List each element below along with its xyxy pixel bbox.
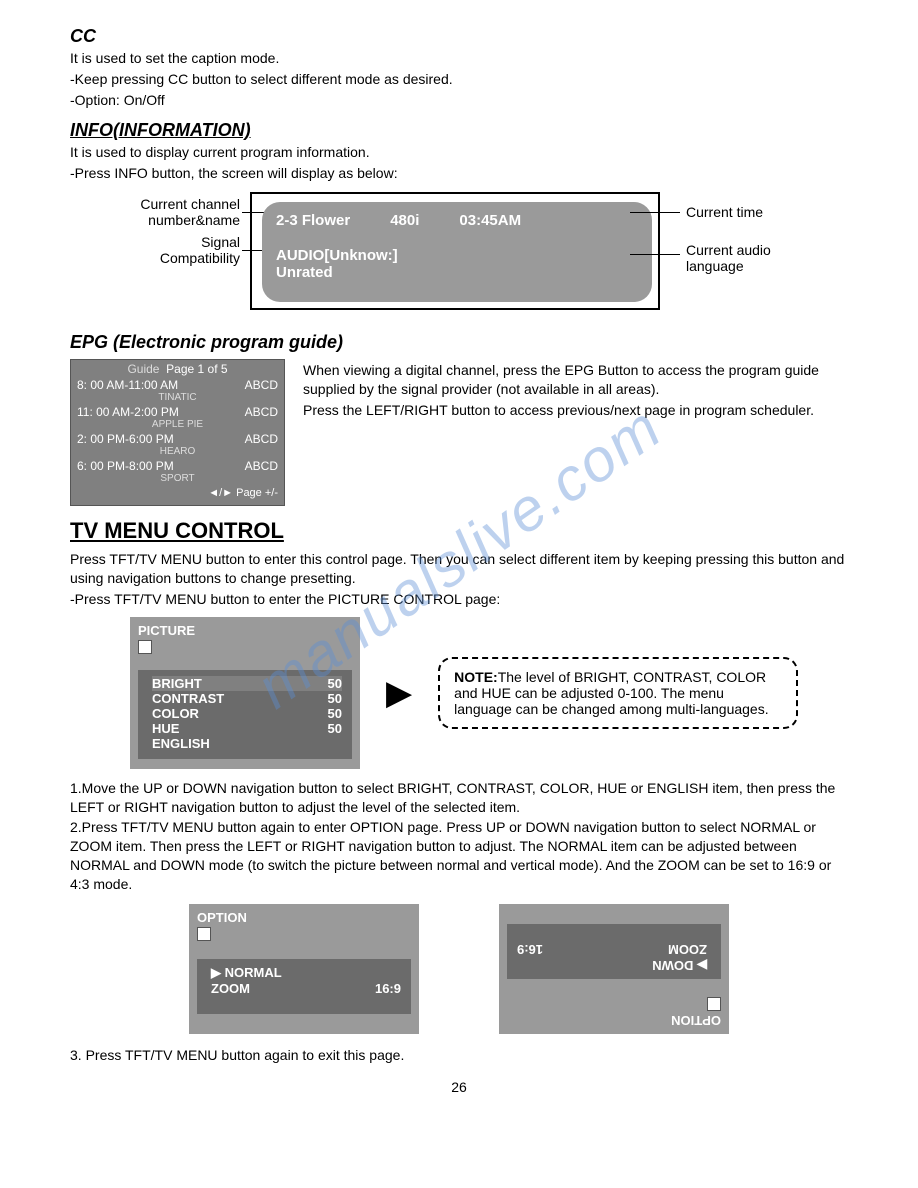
guide-row: 11: 00 AM-2:00 PMABCD	[77, 405, 278, 419]
cc-section: CC It is used to set the caption mode. -…	[70, 26, 848, 110]
tvmenu-step: 2.Press TFT/TV MENU button again to ente…	[70, 818, 848, 894]
callout-audio: Current audio language	[686, 242, 771, 274]
panel-rating: Unrated	[276, 264, 638, 281]
tvmenu-step: 3. Press TFT/TV MENU button again to exi…	[70, 1046, 848, 1065]
option-item: ZOOM16:9	[517, 942, 707, 957]
menu-item: CONTRAST50	[152, 691, 342, 706]
epg-section: EPG (Electronic program guide) Guide Pag…	[70, 332, 848, 506]
panel-channel: 2-3 Flower	[276, 212, 350, 229]
callout-signal: Signal Compatibility	[100, 234, 240, 266]
guide-subtitle: TINATIC	[77, 392, 278, 403]
info-diagram: Current channel number&name Signal Compa…	[70, 192, 848, 322]
guide-subtitle: SPORT	[77, 473, 278, 484]
picture-row: PICTURE BRIGHT50CONTRAST50COLOR50HUE50EN…	[130, 617, 848, 769]
guide-row: 6: 00 PM-8:00 PMABCD	[77, 459, 278, 473]
leader-line	[630, 254, 680, 255]
cc-heading: CC	[70, 26, 848, 47]
info-text: -Press INFO button, the screen will disp…	[70, 164, 848, 183]
guide-footer: ◄/► Page +/-	[77, 487, 278, 499]
info-heading: INFO(INFORMATION)	[70, 120, 848, 141]
option-item: ▶ DOWN	[517, 957, 707, 973]
cc-text: -Keep pressing CC button to select diffe…	[70, 70, 848, 89]
info-panel: 2-3 Flower 480i 03:45AM AUDIO[Unknow:] U…	[262, 202, 652, 302]
guide-rows: 8: 00 AM-11:00 AMABCDTINATIC 11: 00 AM-2:…	[77, 378, 278, 484]
epg-desc: When viewing a digital channel, press th…	[303, 359, 848, 506]
menu-item: HUE50	[152, 721, 342, 736]
option-item: ZOOM16:9	[211, 981, 401, 996]
picture-menu: PICTURE BRIGHT50CONTRAST50COLOR50HUE50EN…	[130, 617, 360, 769]
menu-item: ENGLISH	[152, 736, 342, 751]
leader-line	[630, 212, 680, 213]
tvmenu-text: Press TFT/TV MENU button to enter this c…	[70, 550, 848, 588]
menu-icon	[197, 927, 211, 941]
callout-channel: Current channel number&name	[100, 196, 240, 228]
menu-item: COLOR50	[152, 706, 342, 721]
option-item: ▶ NORMAL	[211, 965, 401, 981]
callout-time: Current time	[686, 204, 763, 220]
info-section: INFO(INFORMATION) It is used to display …	[70, 120, 848, 323]
note-box: NOTE:The level of BRIGHT, CONTRAST, COLO…	[438, 657, 798, 729]
tvmenu-heading: TV MENU CONTROL	[70, 518, 848, 544]
cc-text: It is used to set the caption mode.	[70, 49, 848, 68]
epg-guide-panel: Guide Page 1 of 5 8: 00 AM-11:00 AMABCDT…	[70, 359, 285, 506]
page-number: 26	[70, 1079, 848, 1095]
option-menu-normal: OPTION ▶ NORMALZOOM16:9	[189, 904, 419, 1034]
menu-item: BRIGHT50	[152, 676, 342, 691]
panel-resolution: 480i	[390, 212, 419, 229]
tvmenu-step: 1.Move the UP or DOWN navigation button …	[70, 779, 848, 817]
epg-heading: EPG (Electronic program guide)	[70, 332, 848, 353]
guide-subtitle: HEARO	[77, 446, 278, 457]
tvmenu-text: -Press TFT/TV MENU button to enter the P…	[70, 590, 848, 609]
panel-time: 03:45AM	[459, 212, 521, 229]
guide-row: 8: 00 AM-11:00 AMABCD	[77, 378, 278, 392]
panel-audio: AUDIO[Unknow:]	[276, 247, 638, 264]
option-menu-flipped: OPTION ▶ DOWNZOOM16:9	[499, 904, 729, 1034]
guide-row: 2: 00 PM-6:00 PMABCD	[77, 432, 278, 446]
option-row: OPTION ▶ NORMALZOOM16:9 OPTION ▶ DOWNZOO…	[70, 904, 848, 1034]
cc-text: -Option: On/Off	[70, 91, 848, 110]
arrow-right-icon: ▶	[386, 673, 412, 713]
guide-subtitle: APPLE PIE	[77, 419, 278, 430]
menu-icon	[138, 640, 152, 654]
info-text: It is used to display current program in…	[70, 143, 848, 162]
menu-icon	[707, 997, 721, 1011]
info-outer-frame: 2-3 Flower 480i 03:45AM AUDIO[Unknow:] U…	[250, 192, 660, 310]
